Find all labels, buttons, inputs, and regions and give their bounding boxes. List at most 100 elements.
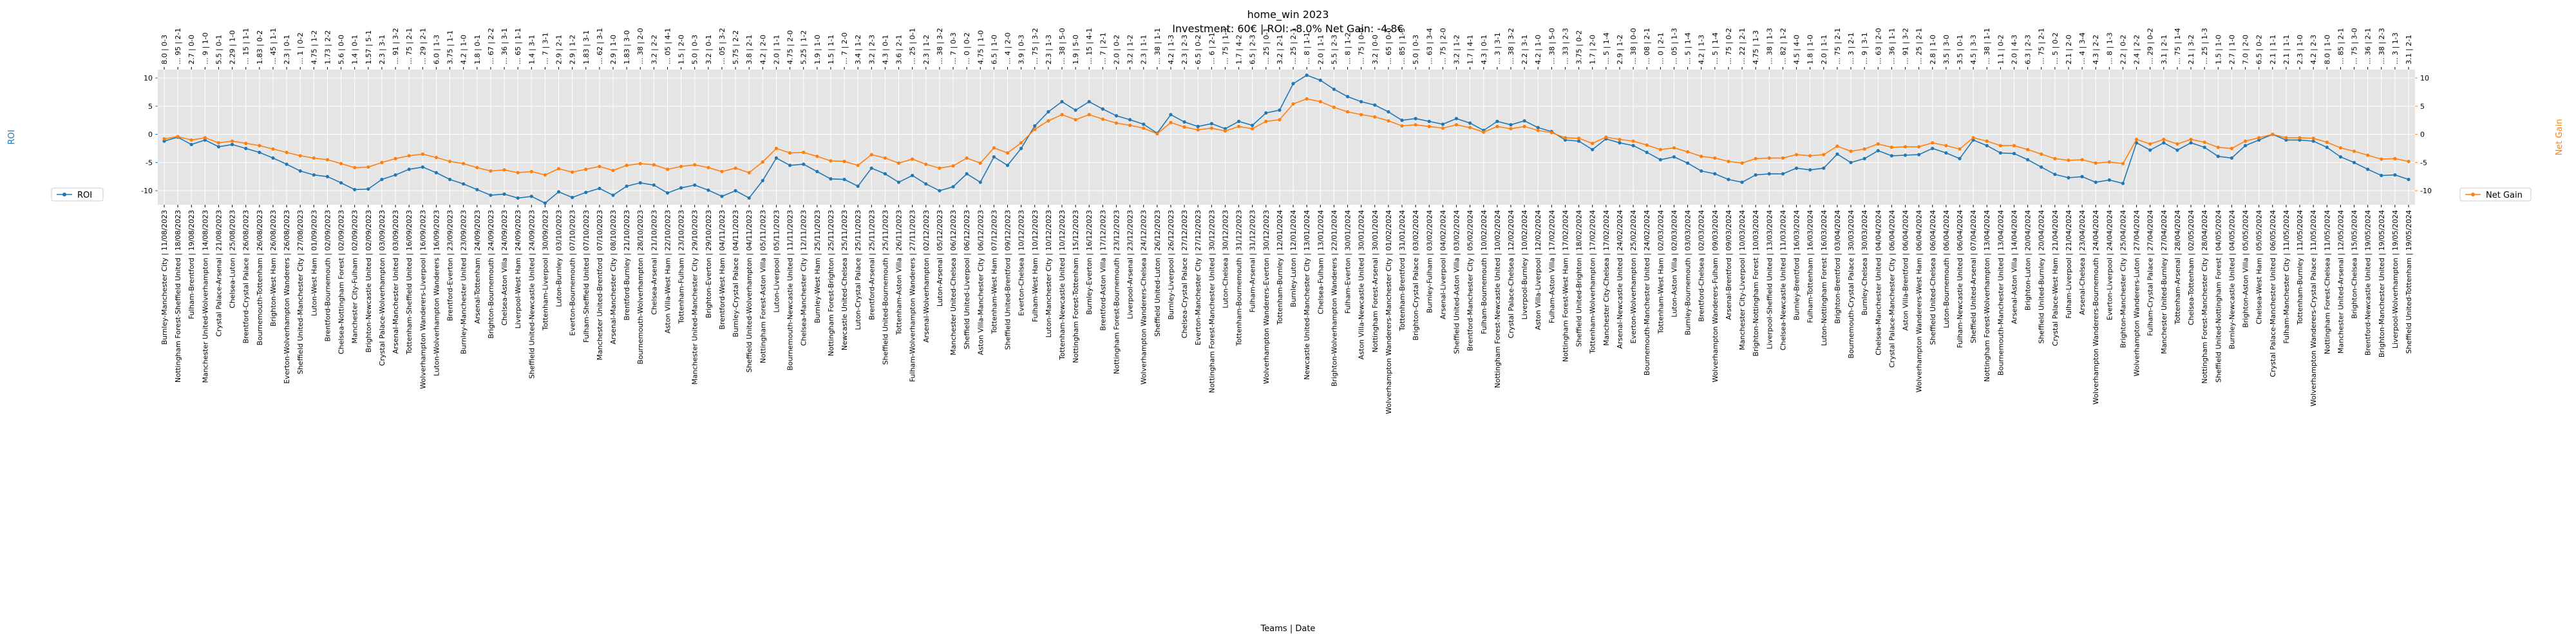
x-tick-label-top: ... 25 | 0-1 [909, 28, 917, 64]
series-point-roi [829, 177, 833, 181]
series-point-roi [1645, 151, 1649, 155]
series-point-roi [231, 142, 234, 146]
series-point-net-gain [1468, 126, 1472, 129]
y-tick-label-left: 5 [148, 102, 153, 111]
x-tick-label-top: 3.8 | 2-1 [745, 35, 753, 64]
x-tick-label-top: 2.29 | 1-0 [229, 30, 237, 64]
x-tick-label-bottom: Brighton-Newcastle United | 02/09/2023 [365, 210, 373, 352]
series-point-net-gain [938, 166, 942, 170]
x-tick-label-top: ... 75 | 1-4 [2174, 28, 2182, 64]
series-point-net-gain [271, 147, 275, 151]
series-point-roi [1700, 169, 1703, 173]
series-point-roi [1196, 124, 1200, 128]
series-point-net-gain [1767, 156, 1771, 160]
y-tick-label-right: 10 [2420, 74, 2429, 82]
series-point-net-gain [366, 165, 370, 169]
series-point-roi [788, 164, 792, 167]
x-tick-label-bottom: Sheffield United-Bournemouth | 25/11/202… [881, 210, 889, 365]
x-tick-label-top: 4.3 | 0-1 [1480, 35, 1488, 64]
x-tick-label-bottom: Wolverhampton Wanderers-Luton | 27/04/20… [2133, 210, 2141, 376]
series-point-roi [665, 191, 670, 195]
x-tick-label-bottom: Sheffield United-Liverpool | 06/12/2023 [963, 210, 971, 349]
x-tick-label-top: 2.9 | 2-1 [555, 35, 564, 64]
series-point-roi [1291, 82, 1295, 86]
series-point-roi [1835, 152, 1839, 156]
x-tick-label-top: ... 7 | 2-1 [1099, 32, 1107, 64]
x-tick-label-top: ... 5 | 1-4 [1711, 32, 1719, 64]
series-point-roi [339, 181, 343, 185]
series-point-net-gain [693, 163, 697, 167]
x-tick-label-bottom: Sheffield United-Aston Villa | 03/02/202… [1453, 210, 1461, 354]
series-point-net-gain [869, 153, 873, 156]
x-tick-label-bottom: Nottingham Forest-Newcastle United | 10/… [1493, 210, 1502, 388]
x-tick-label-bottom: Sheffield United-Newcastle United | 24/0… [527, 210, 536, 379]
x-tick-label-bottom: Liverpool-West Ham | 24/09/2023 [514, 210, 522, 328]
series-point-net-gain [1700, 155, 1703, 158]
x-tick-label-top: ... 25 | 0-1 [1262, 28, 1271, 64]
x-tick-label-top: 4.75 | 1-0 [976, 30, 985, 64]
series-point-net-gain [1101, 117, 1104, 121]
series-point-net-gain [815, 155, 819, 158]
x-tick-label-bottom: Wolverhampton Wanderers-Chelsea | 24/12/… [1140, 210, 1148, 384]
x-tick-label-top: 2.7 | 1-0 [2228, 35, 2236, 64]
x-tick-label-top: 2.3 | 2-3 [1180, 35, 1189, 64]
series-point-net-gain [774, 146, 779, 151]
x-tick-label-bottom: Brentford-Everton | 23/09/2023 [446, 210, 455, 321]
x-tick-label-top: 2.7 | 0-0 [187, 35, 196, 64]
x-tick-label-top: ... 8 | 1-3 [2105, 32, 2114, 64]
series-point-net-gain [189, 138, 193, 142]
x-tick-label-bottom: Fulham-Arsenal | 31/12/2023 [1249, 210, 1257, 312]
series-point-net-gain [1903, 145, 1908, 149]
x-tick-label-bottom: Arsenal-Wolverhampton | 02/12/2023 [922, 210, 931, 343]
series-point-net-gain [1305, 97, 1309, 101]
series-point-roi [2393, 173, 2397, 177]
x-tick-label-top: 7.0 | 2-0 [2242, 35, 2250, 64]
series-point-roi [2352, 160, 2356, 164]
series-point-net-gain [2393, 156, 2397, 160]
x-tick-label-bottom: Liverpool-Burnley | 10/02/2024 [1520, 210, 1529, 319]
series-point-net-gain [434, 155, 439, 160]
series-point-net-gain [856, 164, 860, 167]
x-tick-label-top: 2.0 | 1-1 [1820, 35, 1828, 64]
x-tick-label-bottom: Brighton-Aston Villa | 05/05/2024 [2242, 210, 2250, 328]
x-tick-label-bottom: Arsenal-Newcastle United | 24/02/2024 [1616, 210, 1624, 349]
x-tick-label-top: 1.9 | 1-0 [813, 35, 822, 64]
series-point-roi [2162, 141, 2166, 145]
x-tick-label-bottom: Tottenham-Burnley | 11/05/2024 [2296, 210, 2304, 325]
series-point-net-gain [2366, 153, 2370, 157]
x-tick-label-top: 6.5 | 0-2 [1194, 35, 1202, 64]
x-tick-label-bottom: Chelsea-Luton | 25/08/2023 [229, 210, 237, 308]
series-point-net-gain [2216, 146, 2220, 149]
series-point-net-gain [2026, 147, 2030, 151]
series-point-net-gain [1182, 125, 1186, 129]
x-tick-label-top: ... 85 | 2-1 [2336, 28, 2345, 64]
x-tick-label-top: ... 63 | 3-4 [1425, 28, 1434, 64]
x-tick-label-bottom: Brighton-Wolverhampton Wanderers | 22/01… [1330, 210, 1338, 386]
series-point-roi [353, 187, 357, 191]
x-tick-label-top: 1.83 | 3-1 [582, 30, 591, 64]
series-point-net-gain [2311, 137, 2315, 140]
series-point-net-gain [339, 162, 343, 166]
series-point-roi [1618, 141, 1622, 145]
x-tick-label-bottom: Wolverhampton Wanderers-Bournemouth | 24… [2092, 210, 2100, 404]
x-tick-label-bottom: Tottenham-Burnley | 12/01/2024 [1276, 210, 1284, 325]
x-tick-label-top: 1.83 | 3-0 [623, 30, 631, 64]
series-point-roi [2243, 144, 2248, 147]
series-point-net-gain [2094, 161, 2098, 165]
series-point-net-gain [2053, 156, 2057, 160]
x-tick-label-bottom: Crystal Palace-Chelsea | 12/02/2024 [1507, 210, 1515, 338]
x-tick-label-top: 2.9 | 1-2 [569, 35, 577, 64]
x-tick-label-top: ... 29 | 0-2 [2146, 28, 2155, 64]
x-tick-label-bottom: Newcastle United-Chelsea | 25/11/2023 [840, 210, 849, 350]
series-point-roi [502, 192, 506, 196]
x-tick-label-top: 6.5 | 1-0 [990, 35, 998, 64]
x-tick-label-top: 5.0 | 0-3 [691, 35, 699, 64]
x-tick-label-top: ... 65 | 0-0 [1385, 28, 1393, 64]
series-point-net-gain [1822, 153, 1826, 156]
x-tick-label-bottom: Brighton-Chelsea | 15/05/2024 [2351, 210, 2359, 319]
y-tick-label-right: 0 [2420, 131, 2425, 139]
x-tick-label-top: 2.3 | 1-2 [922, 35, 931, 64]
series-point-roi [1944, 151, 1948, 155]
